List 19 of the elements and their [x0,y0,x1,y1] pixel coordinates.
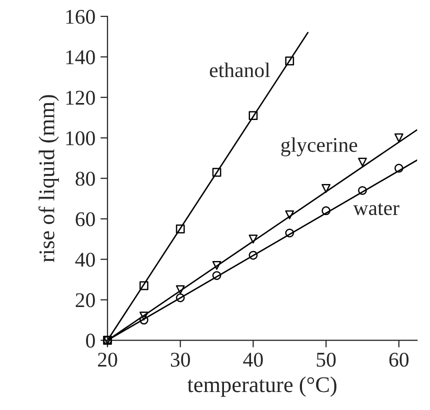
y-tick-label: 80 [76,172,95,186]
y-tick-label: 100 [66,131,95,146]
series-label: water [353,203,400,216]
x-axis-title: temperature (°C) [187,376,336,397]
y-tick-label: 20 [76,293,95,308]
y-tick-label: 160 [66,10,95,24]
x-tick-label: 40 [243,352,263,367]
x-tick-label: 20 [98,352,118,367]
y-tick-label: 140 [66,50,95,64]
y-tick-label: 60 [76,212,95,226]
series-label: ethanol [210,62,270,78]
y-axis-title: rise of liquid (mm) [38,95,59,262]
series-label: glycerine [281,137,358,156]
x-tick-label: 60 [389,352,409,367]
x-tick-label: 30 [170,352,190,367]
y-tick-label: 0 [86,334,95,348]
y-tick-label: 120 [66,90,95,105]
y-tick-label: 40 [75,252,95,267]
x-tick-label: 50 [316,352,336,367]
